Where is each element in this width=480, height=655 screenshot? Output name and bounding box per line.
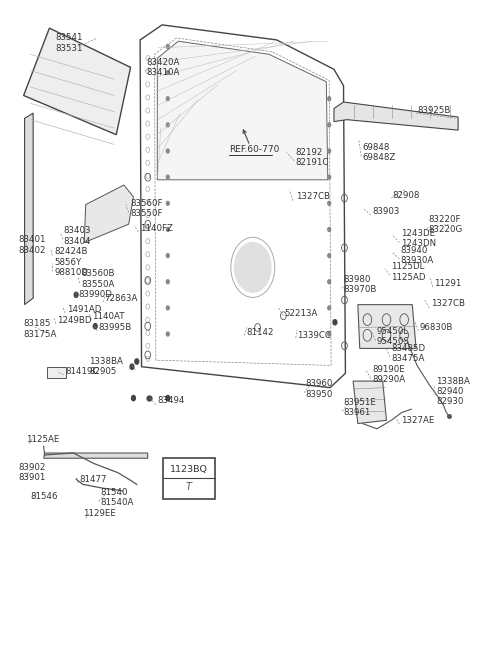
Text: 95450L
95450S: 95450L 95450S xyxy=(377,327,410,346)
Text: 83951E
83961: 83951E 83961 xyxy=(344,398,376,417)
Circle shape xyxy=(132,396,135,401)
Text: 1339CC: 1339CC xyxy=(297,331,331,340)
Polygon shape xyxy=(84,185,133,242)
Text: 83925B: 83925B xyxy=(417,106,450,115)
Text: T: T xyxy=(186,482,192,493)
Circle shape xyxy=(167,306,169,310)
Text: 1491AD: 1491AD xyxy=(67,305,101,314)
Text: 83403
83404: 83403 83404 xyxy=(64,226,91,246)
Circle shape xyxy=(130,364,134,369)
Circle shape xyxy=(328,280,331,284)
FancyBboxPatch shape xyxy=(48,367,66,379)
Text: 81419C: 81419C xyxy=(65,367,98,377)
Text: 72863A: 72863A xyxy=(105,294,138,303)
Circle shape xyxy=(167,71,169,75)
Circle shape xyxy=(167,201,169,205)
Circle shape xyxy=(328,253,331,257)
Text: 82424B: 82424B xyxy=(54,247,88,256)
Text: 1327CB: 1327CB xyxy=(432,299,466,309)
Text: 83560B
83550A: 83560B 83550A xyxy=(81,269,114,289)
Circle shape xyxy=(333,320,337,325)
Text: 1140FZ: 1140FZ xyxy=(140,223,173,233)
Text: 1129EE: 1129EE xyxy=(83,510,116,518)
Text: 11291: 11291 xyxy=(434,278,462,288)
Text: 1327AE: 1327AE xyxy=(401,416,434,425)
Text: 1338BA
82940
82930: 1338BA 82940 82930 xyxy=(436,377,470,407)
Text: 83494: 83494 xyxy=(157,396,185,405)
Text: 1327CB: 1327CB xyxy=(296,193,330,201)
Circle shape xyxy=(167,332,169,336)
Polygon shape xyxy=(157,41,328,179)
Polygon shape xyxy=(24,113,33,305)
Text: 1125AE: 1125AE xyxy=(25,436,59,445)
Text: 83420A
83410A: 83420A 83410A xyxy=(146,58,180,77)
Text: 1140AT: 1140AT xyxy=(92,312,125,321)
Circle shape xyxy=(328,175,331,179)
Circle shape xyxy=(328,201,331,205)
Circle shape xyxy=(328,123,331,127)
Text: 83541
83531: 83541 83531 xyxy=(56,33,83,53)
Text: 5856Y
98810D: 5856Y 98810D xyxy=(54,257,88,277)
Text: 52213A: 52213A xyxy=(285,309,318,318)
Circle shape xyxy=(328,97,331,101)
Polygon shape xyxy=(353,381,386,424)
Text: 69848
69848Z: 69848 69848Z xyxy=(362,143,396,162)
Text: 81142: 81142 xyxy=(246,328,274,337)
Text: 83902
83901: 83902 83901 xyxy=(19,463,46,482)
Polygon shape xyxy=(358,305,416,348)
Text: 1338BA
82905: 1338BA 82905 xyxy=(89,357,123,377)
Text: 81540
81540A: 81540 81540A xyxy=(100,488,133,507)
Text: 82192
82191C: 82192 82191C xyxy=(296,148,329,167)
Circle shape xyxy=(167,227,169,231)
Circle shape xyxy=(328,332,331,336)
FancyBboxPatch shape xyxy=(163,458,215,498)
Text: 1125DL
1125AD: 1125DL 1125AD xyxy=(391,262,426,282)
Text: 83903: 83903 xyxy=(372,207,399,215)
Text: REF.60-770: REF.60-770 xyxy=(229,145,279,154)
Polygon shape xyxy=(24,28,131,135)
Text: 83401
83402: 83401 83402 xyxy=(19,235,47,255)
Circle shape xyxy=(167,45,169,48)
Circle shape xyxy=(235,242,271,292)
Text: 83995B: 83995B xyxy=(98,323,132,332)
Circle shape xyxy=(328,306,331,310)
Text: 89190E
89290A: 89190E 89290A xyxy=(372,365,405,384)
Circle shape xyxy=(328,149,331,153)
Text: 83990D: 83990D xyxy=(78,290,112,299)
Polygon shape xyxy=(334,102,458,130)
Text: 83940
83930A: 83940 83930A xyxy=(401,246,434,265)
Text: 81477: 81477 xyxy=(80,475,107,483)
Text: 1123BQ: 1123BQ xyxy=(170,465,208,474)
Text: 82908: 82908 xyxy=(392,191,420,200)
Text: 1249BD: 1249BD xyxy=(57,316,92,325)
Circle shape xyxy=(328,227,331,231)
Circle shape xyxy=(166,396,170,401)
Text: 83960
83950: 83960 83950 xyxy=(305,379,333,399)
Text: 83560F
83550F: 83560F 83550F xyxy=(131,199,163,218)
Text: 96830B: 96830B xyxy=(420,323,453,332)
Circle shape xyxy=(93,324,97,329)
Circle shape xyxy=(135,359,139,364)
Circle shape xyxy=(167,253,169,257)
Circle shape xyxy=(167,149,169,153)
Circle shape xyxy=(167,123,169,127)
Polygon shape xyxy=(44,453,148,458)
Text: 83485D
83475A: 83485D 83475A xyxy=(391,344,425,364)
Circle shape xyxy=(167,280,169,284)
Text: 81546: 81546 xyxy=(30,492,58,500)
Text: 1243DE
1243DN: 1243DE 1243DN xyxy=(401,229,436,248)
Text: 83980
83970B: 83980 83970B xyxy=(344,274,377,294)
Circle shape xyxy=(167,97,169,101)
Text: 83220F
83220G: 83220F 83220G xyxy=(428,215,462,234)
Circle shape xyxy=(74,292,78,297)
Text: 83185
83175A: 83185 83175A xyxy=(24,319,57,339)
Circle shape xyxy=(167,175,169,179)
